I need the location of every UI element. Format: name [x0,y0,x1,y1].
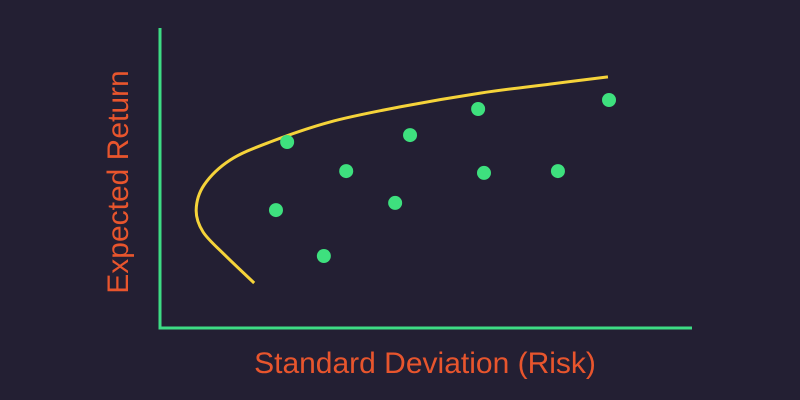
x-axis-label: Standard Deviation (Risk) [254,347,596,380]
point [388,195,403,210]
point [316,249,331,263]
frontier-curve [194,75,609,285]
point [280,135,295,149]
y-axis-label: Expected Return [102,70,135,293]
point [550,164,565,179]
point [602,93,617,107]
point [403,128,418,143]
point [476,165,491,180]
point [471,102,486,116]
point [339,164,354,179]
point [268,203,283,218]
